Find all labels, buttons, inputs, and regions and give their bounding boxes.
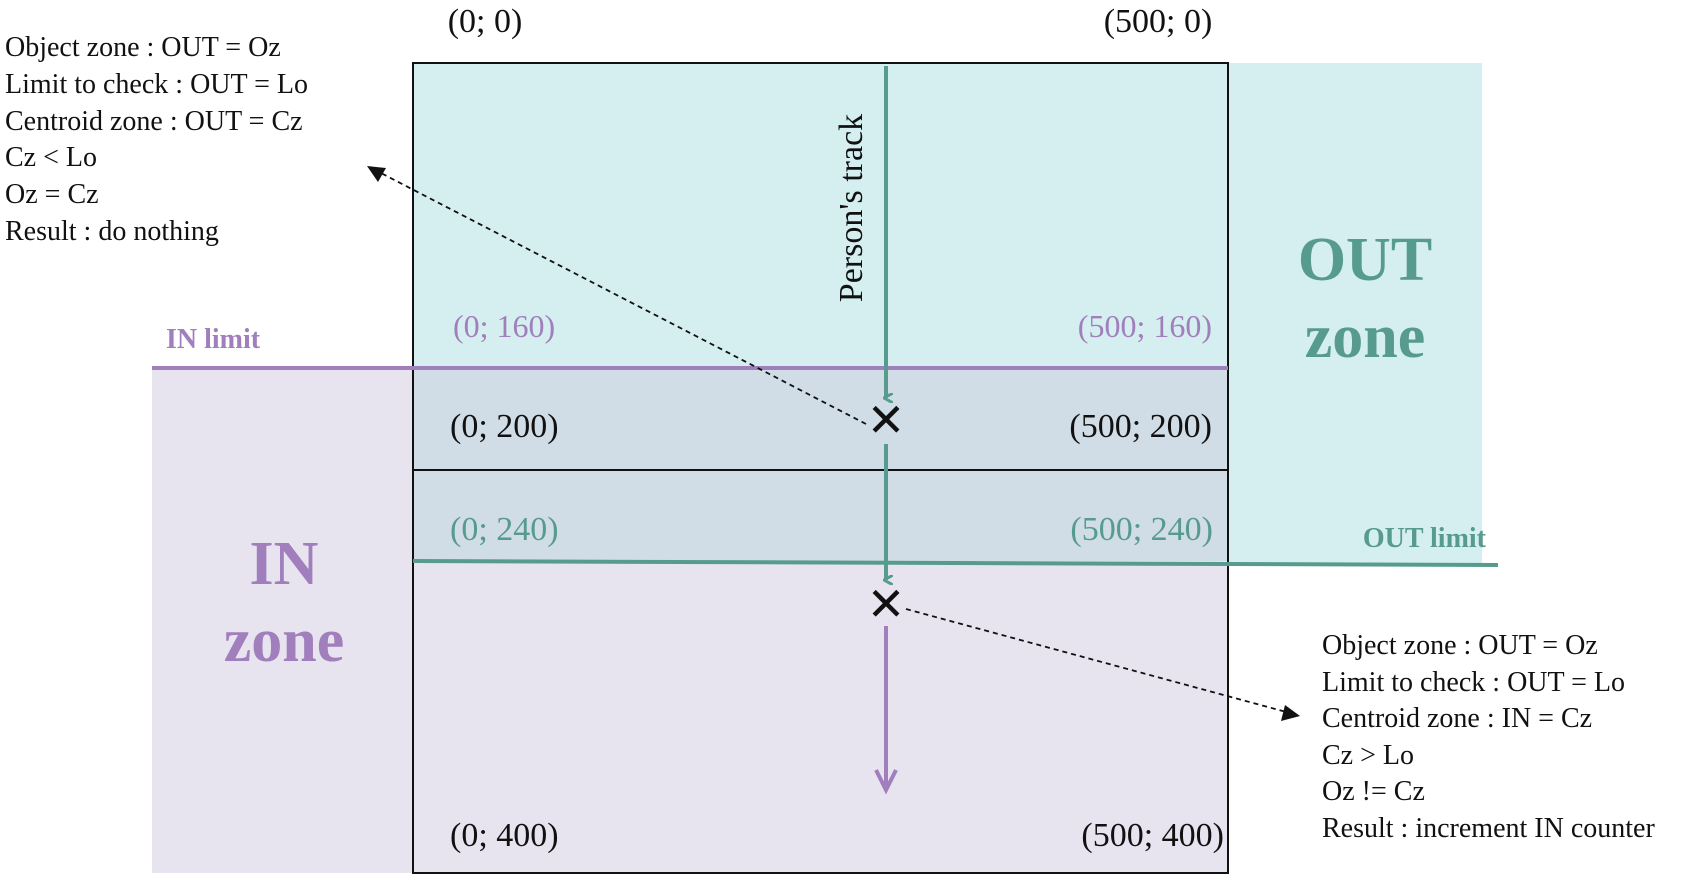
note-lower: Object zone : OUT = Oz Limit to check : … bbox=[1322, 630, 1655, 844]
note-upper: Object zone : OUT = Oz Limit to check : … bbox=[5, 32, 308, 247]
overlap-area bbox=[413, 368, 1228, 561]
note-lower-line: Cz > Lo bbox=[1322, 740, 1414, 771]
note-lower-line: Object zone : OUT = Oz bbox=[1322, 630, 1598, 661]
note-upper-line: Cz < Lo bbox=[5, 142, 97, 173]
callout-arrowhead-upper bbox=[367, 166, 386, 182]
note-lower-line: Result : increment IN counter bbox=[1322, 813, 1655, 844]
note-lower-line: Limit to check : OUT = Lo bbox=[1322, 667, 1625, 698]
callout-arrowhead-lower bbox=[1281, 705, 1300, 721]
coord-out-right: (500; 240) bbox=[1070, 511, 1213, 548]
track-arrowhead-purple bbox=[874, 769, 898, 795]
coord-out-left: (0; 240) bbox=[450, 511, 559, 548]
callout-line-upper bbox=[376, 170, 867, 425]
coord-bottom-left: (0; 400) bbox=[450, 817, 559, 854]
out-zone-title-line2: zone bbox=[1305, 303, 1426, 371]
frame-border bbox=[412, 62, 1229, 874]
note-upper-line: Result : do nothing bbox=[5, 216, 219, 247]
out-limit-line bbox=[412, 559, 1499, 567]
note-upper-line: Limit to check : OUT = Lo bbox=[5, 69, 308, 100]
note-upper-line: Centroid zone : OUT = Cz bbox=[5, 106, 303, 137]
coord-in-right: (500; 160) bbox=[1078, 308, 1212, 344]
note-upper-line: Object zone : OUT = Oz bbox=[5, 32, 281, 63]
callout-line-lower bbox=[905, 608, 1291, 714]
crossing-marker-upper: ✕ bbox=[867, 393, 906, 447]
note-upper-line: Oz = Cz bbox=[5, 179, 99, 210]
coord-bottom-right: (500; 400) bbox=[1081, 817, 1224, 854]
coord-top-right: (500; 0) bbox=[1104, 3, 1213, 40]
in-zone-title-line2: zone bbox=[224, 607, 345, 675]
coord-mid-right: (500; 200) bbox=[1069, 408, 1212, 445]
out-limit-label: OUT limit bbox=[1363, 523, 1487, 554]
note-lower-line: Centroid zone : IN = Cz bbox=[1322, 703, 1592, 734]
coord-in-left: (0; 160) bbox=[453, 308, 555, 344]
track-label: Person's track bbox=[833, 114, 870, 302]
coord-top-left: (0; 0) bbox=[448, 3, 523, 40]
in-zone-title-line1: IN bbox=[250, 530, 319, 598]
crossing-marker-lower: ✕ bbox=[867, 577, 906, 631]
coord-mid-left: (0; 200) bbox=[450, 408, 559, 445]
note-lower-line: Oz != Cz bbox=[1322, 776, 1425, 807]
in-limit-label: IN limit bbox=[166, 324, 261, 355]
out-zone-title-line1: OUT bbox=[1298, 226, 1432, 294]
